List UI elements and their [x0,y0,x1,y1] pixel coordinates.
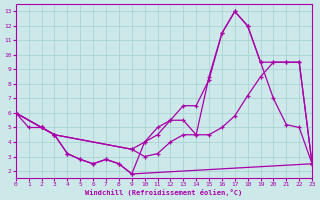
X-axis label: Windchill (Refroidissement éolien,°C): Windchill (Refroidissement éolien,°C) [85,189,243,196]
